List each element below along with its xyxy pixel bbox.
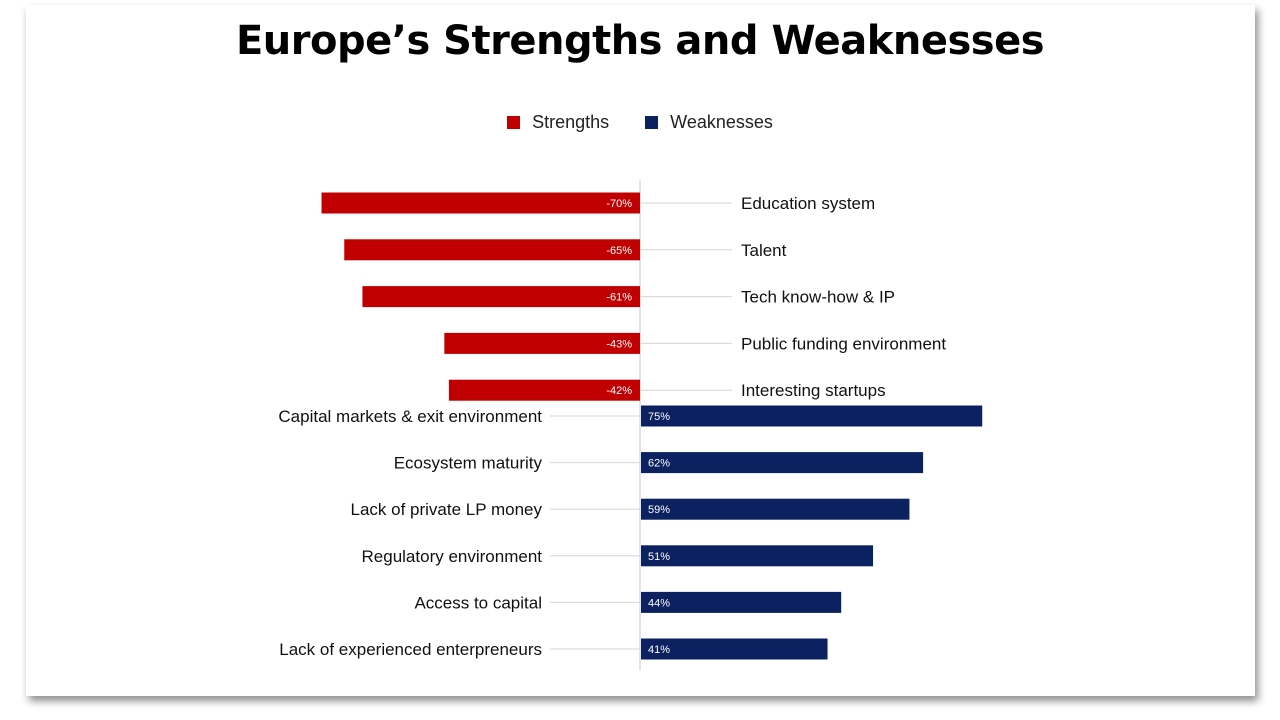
category-label: Capital markets & exit environment bbox=[278, 407, 542, 426]
category-label: Lack of private LP money bbox=[350, 500, 542, 519]
bar-strength bbox=[362, 286, 640, 308]
chart-title: Europe’s Strengths and Weaknesses bbox=[235, 18, 1045, 64]
legend-label-weaknesses: Weaknesses bbox=[670, 112, 773, 132]
bar-strength bbox=[444, 332, 640, 354]
category-label: Interesting startups bbox=[741, 381, 886, 400]
bar-weakness bbox=[641, 591, 842, 613]
category-label: Public funding environment bbox=[741, 334, 946, 353]
bar-weakness bbox=[641, 498, 910, 520]
legend-label-strengths: Strengths bbox=[532, 112, 610, 132]
bar-weakness bbox=[641, 452, 924, 474]
bar-weakness bbox=[641, 545, 874, 567]
data-label: -42% bbox=[606, 385, 632, 397]
category-label: Education system bbox=[741, 194, 875, 213]
category-label: Lack of experienced enterpreneurs bbox=[279, 640, 542, 659]
bar-strength bbox=[448, 379, 640, 401]
data-label: 44% bbox=[648, 597, 670, 609]
data-label: 59% bbox=[648, 504, 670, 516]
legend-item-strengths: Strengths bbox=[507, 112, 609, 133]
data-label: 62% bbox=[648, 458, 670, 470]
category-label: Tech know-how & IP bbox=[741, 288, 895, 307]
data-label: 51% bbox=[648, 551, 670, 563]
category-label: Ecosystem maturity bbox=[394, 454, 543, 473]
legend-item-weaknesses: Weaknesses bbox=[645, 112, 773, 133]
data-label: -70% bbox=[606, 198, 632, 210]
category-label: Access to capital bbox=[414, 593, 542, 612]
data-label: -61% bbox=[606, 292, 632, 304]
category-label: Regulatory environment bbox=[362, 547, 543, 566]
legend-swatch-weaknesses bbox=[645, 116, 659, 129]
data-label: 75% bbox=[648, 411, 670, 423]
bar-weakness bbox=[641, 405, 983, 427]
data-label: 41% bbox=[648, 644, 670, 656]
bar-weakness bbox=[641, 638, 828, 660]
data-label: -43% bbox=[606, 338, 632, 350]
bar-strength bbox=[321, 192, 640, 214]
category-label: Talent bbox=[741, 241, 787, 260]
data-label: -65% bbox=[606, 245, 632, 257]
chart-legend: Strengths Weaknesses bbox=[0, 112, 1280, 133]
bar-strength bbox=[344, 239, 640, 261]
legend-swatch-strengths bbox=[507, 116, 521, 129]
